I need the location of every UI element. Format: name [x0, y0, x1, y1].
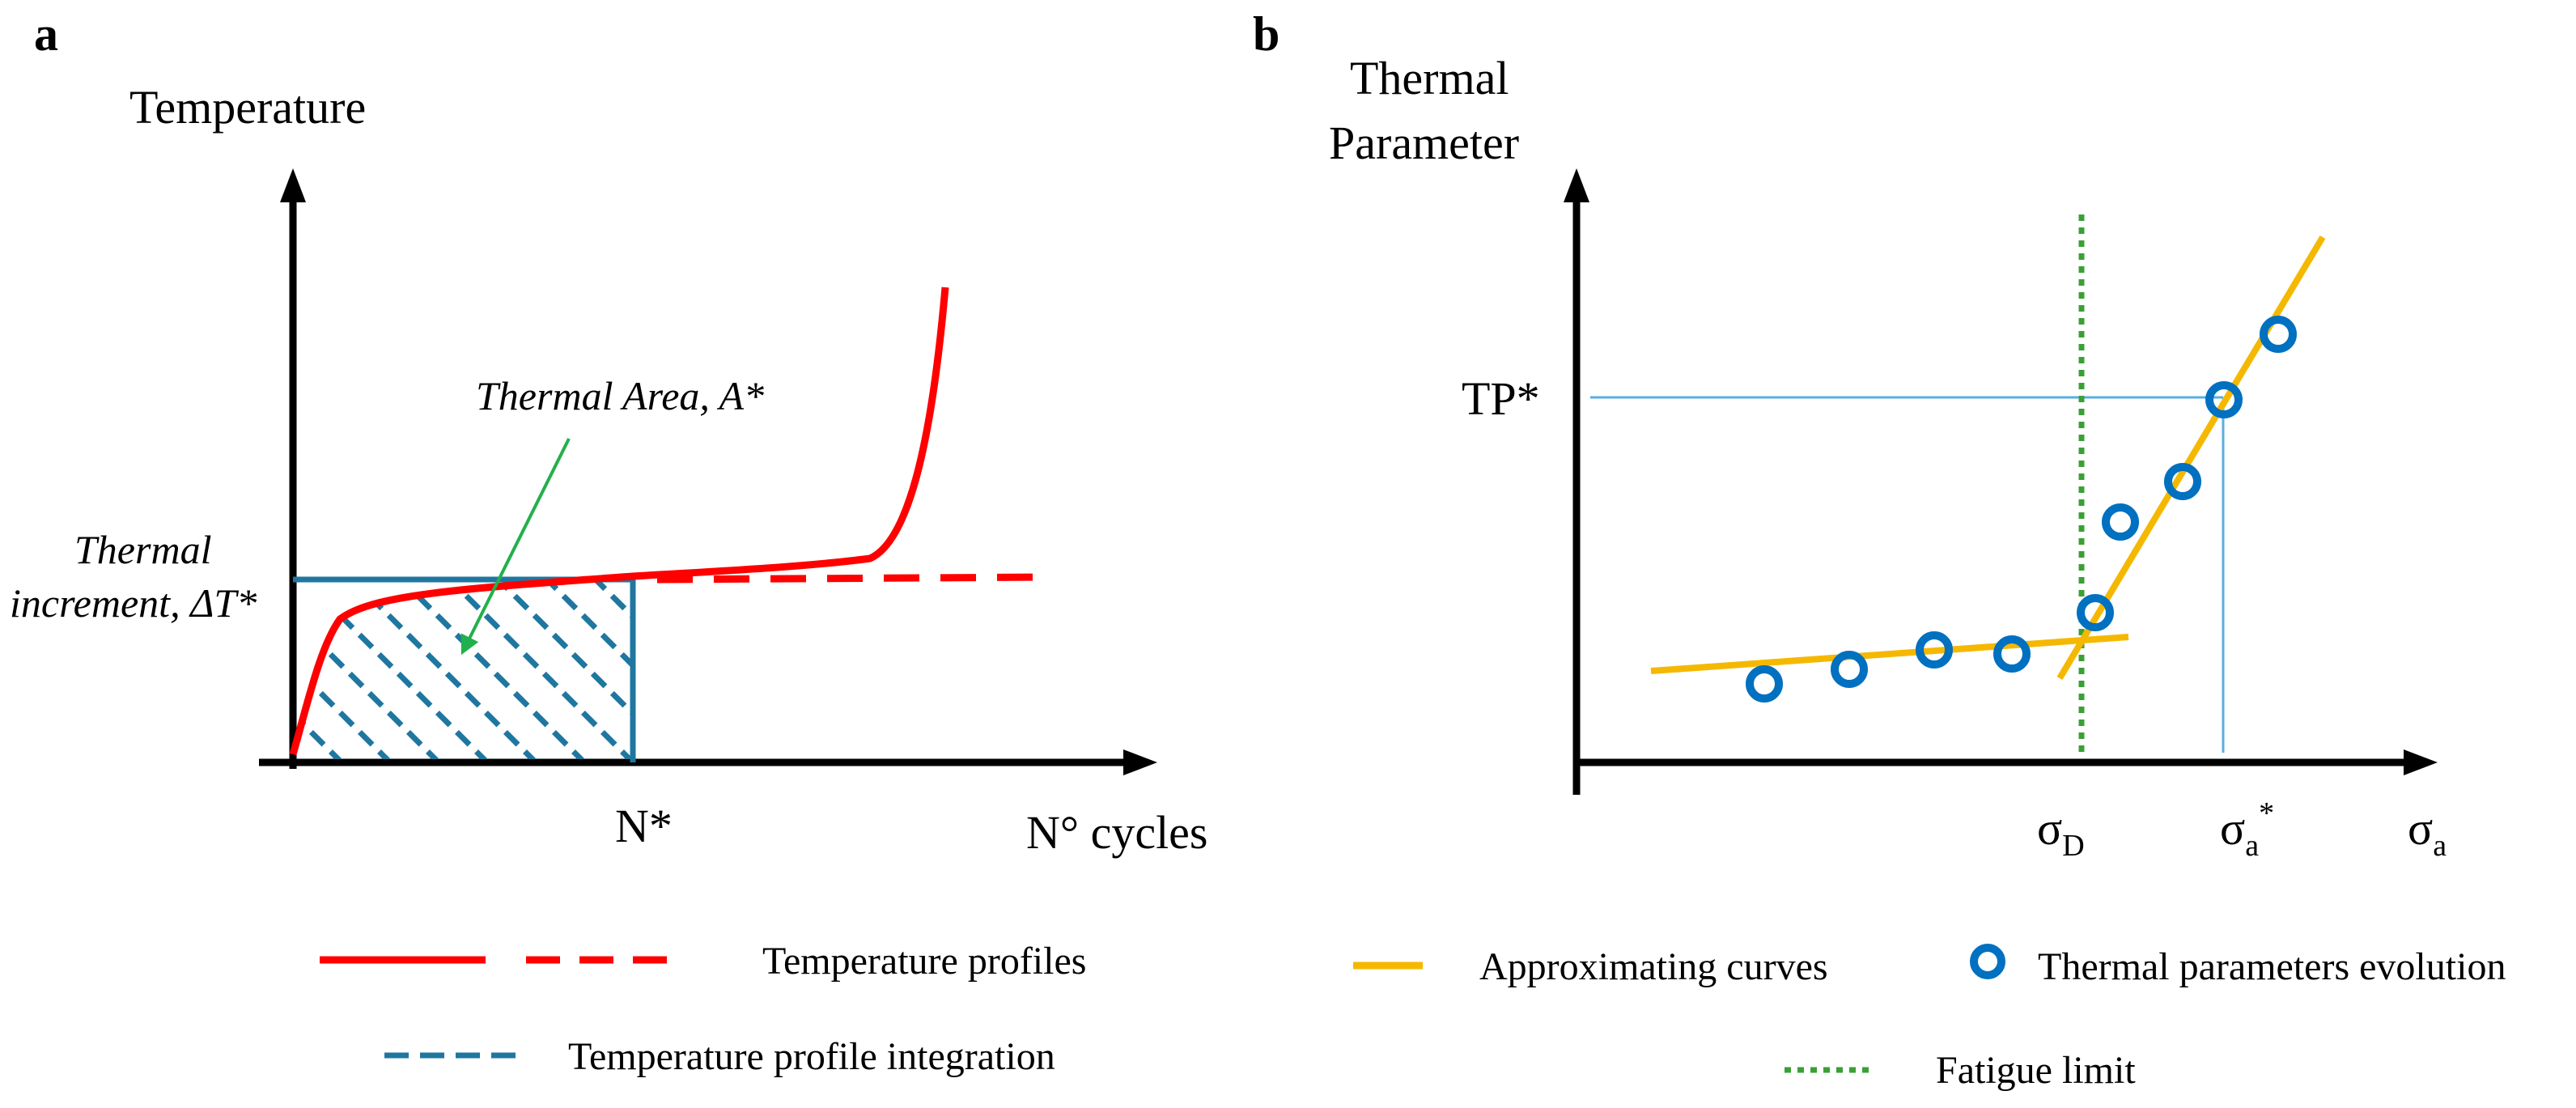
thermal-increment-annotation-line2: increment, ΔT* — [10, 580, 257, 626]
data-point — [1916, 631, 1953, 669]
data-point — [2205, 381, 2243, 418]
panel-a-y-axis-title: Temperature — [129, 81, 366, 134]
panel-b-y-axis-arrowhead — [1564, 168, 1589, 202]
temperature-profile-dashed — [656, 573, 1053, 584]
panel-a-y-axis-arrowhead — [280, 168, 306, 202]
panel-b-y-axis-title-line2: Parameter — [1329, 117, 1519, 169]
sigma-d-label: σD — [2037, 802, 2085, 863]
legend-thermal-parameters-label: Thermal parameters evolution — [2038, 945, 2506, 988]
data-point — [2260, 316, 2297, 353]
data-point — [1831, 651, 1868, 688]
panel-a-x-axis-title: N° cycles — [1026, 806, 1208, 859]
temperature-profile-solid — [289, 287, 949, 756]
panel-a-x-axis-arrowhead — [1123, 749, 1157, 775]
panel-a-n-star-label: N* — [615, 800, 673, 852]
panel-a-letter: a — [34, 7, 58, 61]
data-point — [1993, 635, 2031, 673]
approximating-curve-high — [2056, 235, 2326, 681]
approximating-curve-low — [1650, 634, 2129, 674]
panel-b-x-axis-arrowhead — [2404, 749, 2438, 775]
data-point — [1746, 665, 1783, 703]
data-point — [2164, 463, 2201, 500]
panel-b-letter: b — [1253, 7, 1280, 61]
data-point — [2102, 503, 2139, 541]
panel-b-y-axis-title-line1: Thermal — [1350, 52, 1509, 104]
data-point — [2077, 594, 2114, 631]
legend-integration-label: Temperature profile integration — [568, 1035, 1055, 1078]
panel-b-x-axis-title: σa — [2408, 802, 2447, 863]
legend-fatigue-limit-label: Fatigue limit — [1936, 1049, 2136, 1092]
thermal-parameter-points — [1746, 316, 2297, 703]
thermal-area-arrow — [460, 438, 571, 656]
thermal-increment-annotation-line1: Thermal — [74, 527, 211, 572]
legend-approximating-label: Approximating curves — [1479, 945, 1828, 988]
thermal-area-annotation: Thermal Area, A* — [476, 373, 764, 418]
legend-temp-profiles-label: Temperature profiles — [762, 940, 1086, 983]
tp-star-label: TP* — [1462, 372, 1540, 425]
thermal-area-hatching — [293, 576, 631, 759]
legend-thermal-parameters-swatch — [1970, 944, 2005, 979]
sigma-a-star-label: σa* — [2220, 796, 2274, 863]
